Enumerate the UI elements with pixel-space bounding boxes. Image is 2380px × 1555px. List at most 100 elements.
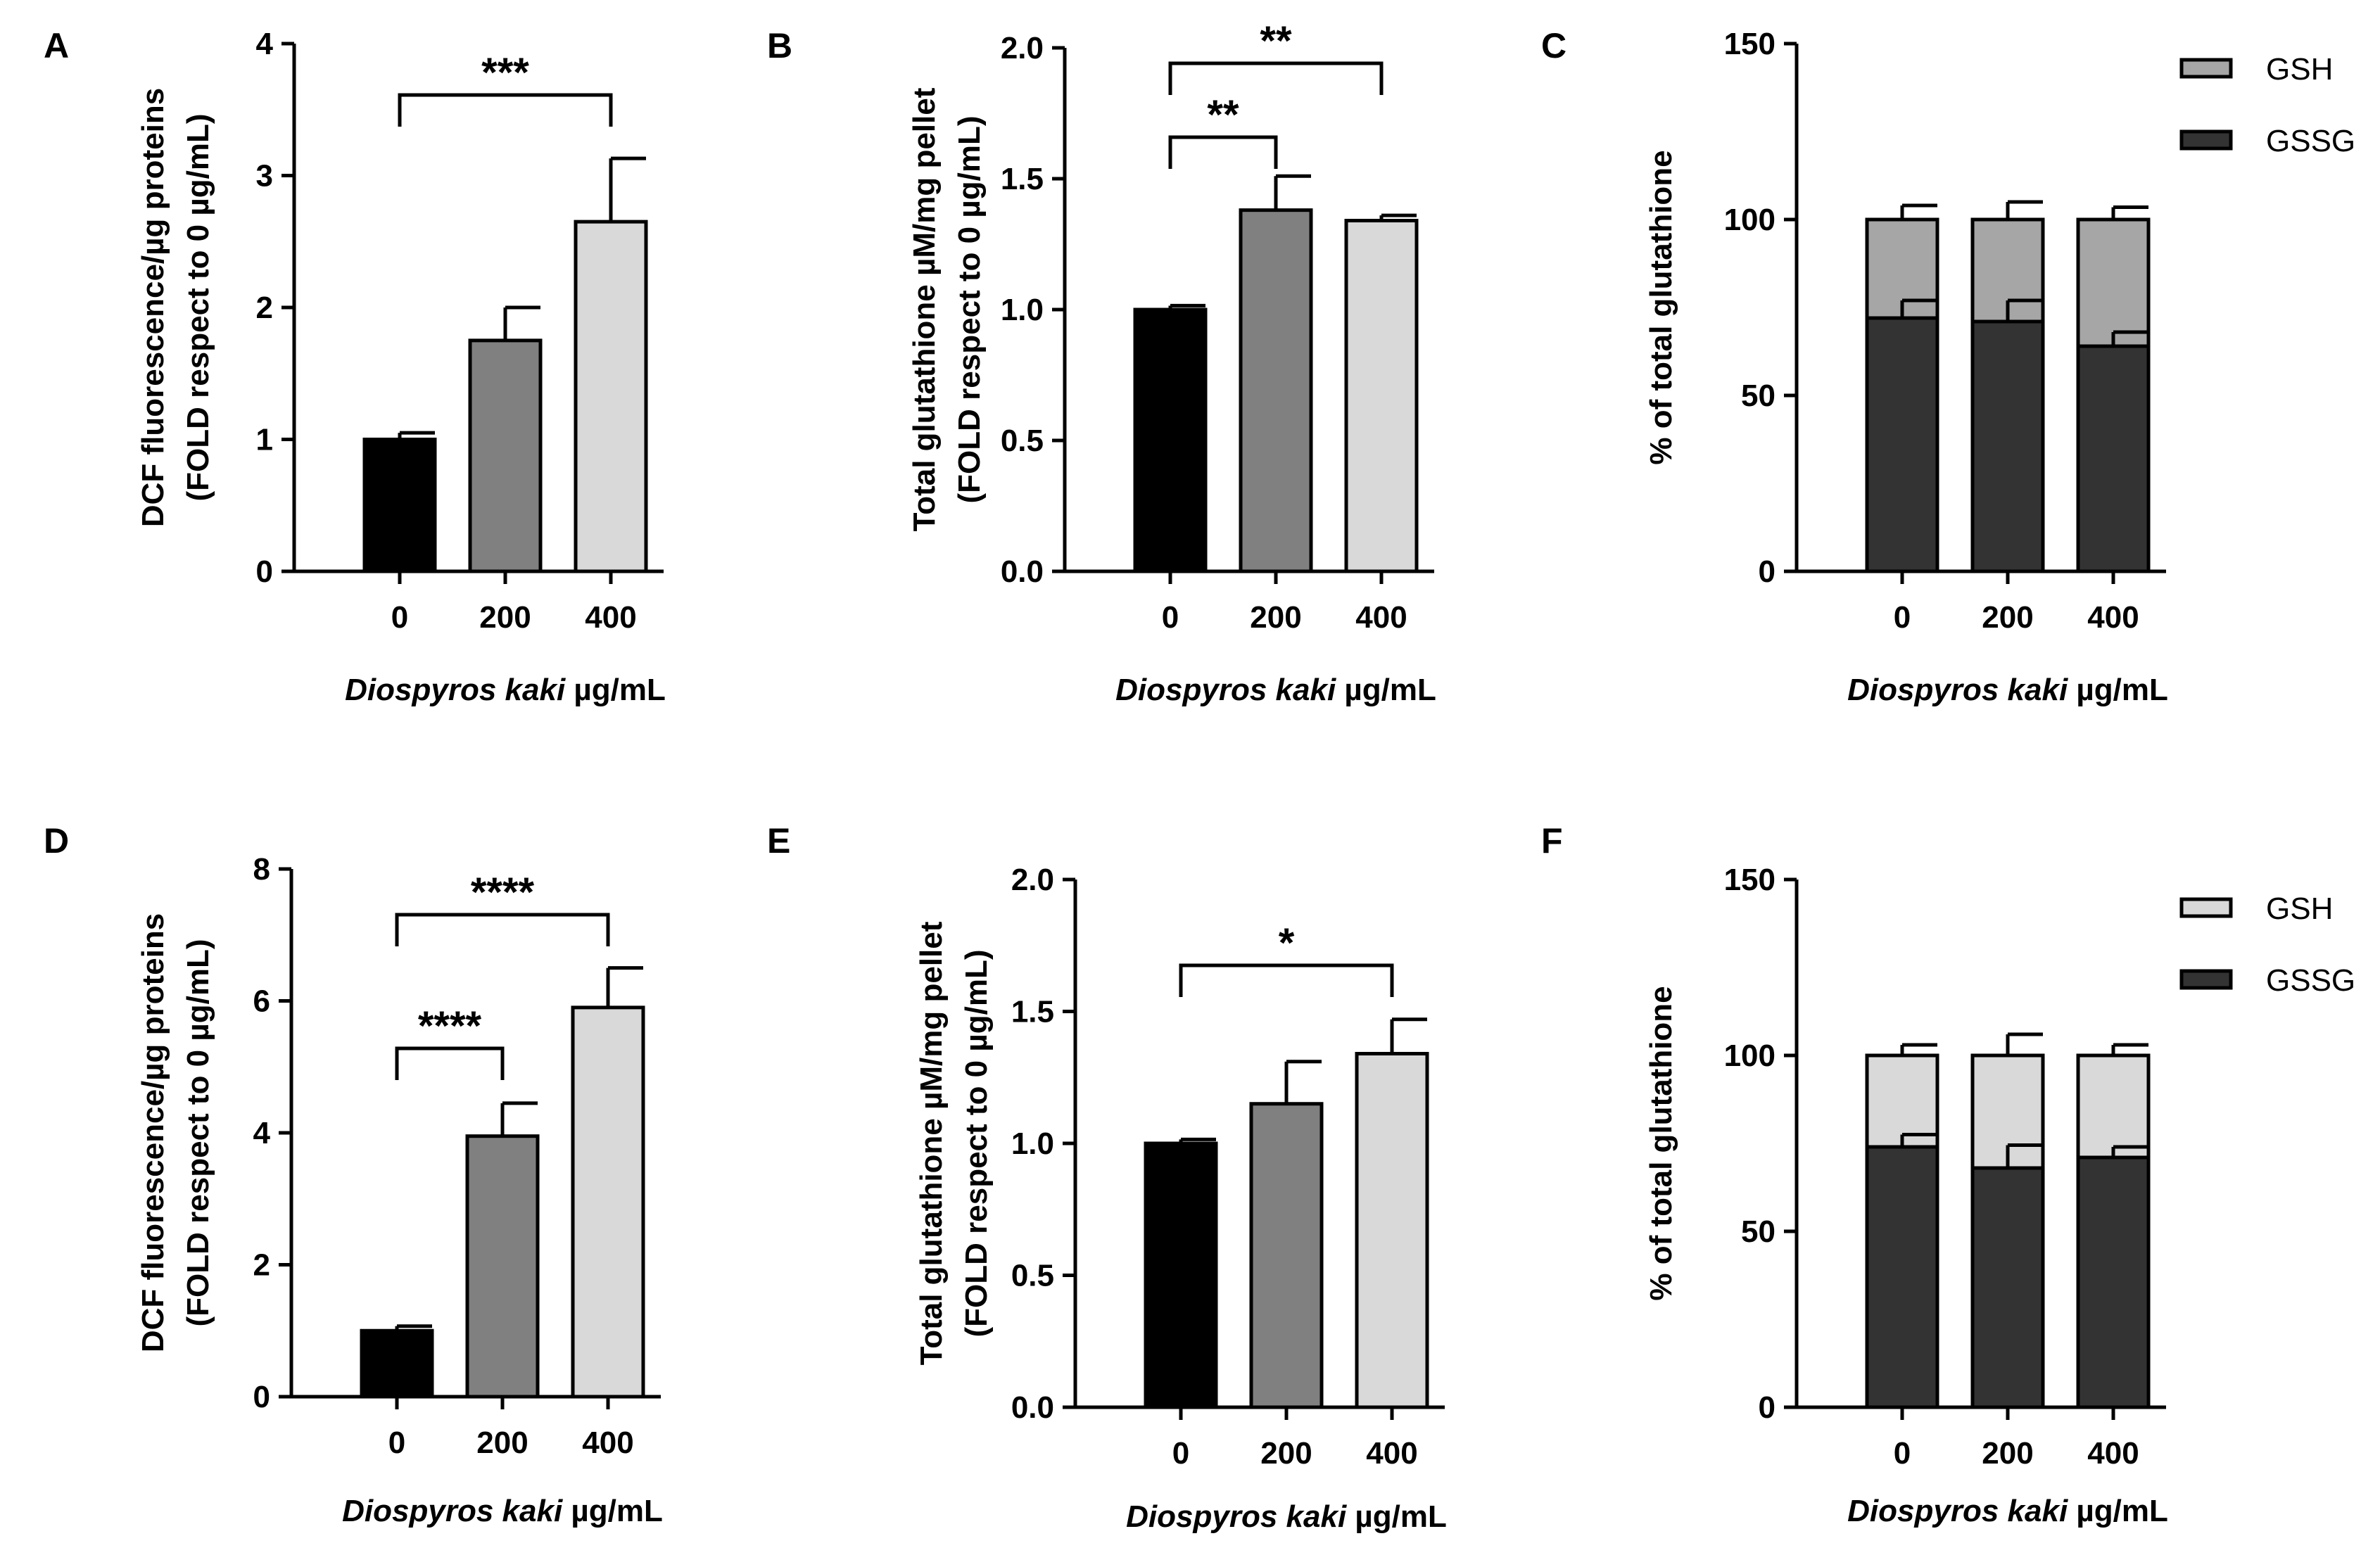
y-tick-label: 3 bbox=[256, 159, 273, 193]
x-axis-label-species: Diospyros kaki bbox=[1115, 673, 1336, 707]
y-axis-label: % of total glutathione bbox=[1644, 150, 1678, 464]
y-tick-label: 1.5 bbox=[1001, 162, 1044, 196]
x-axis-label-unit: µg/mL bbox=[2068, 673, 2168, 707]
y-tick-label: 150 bbox=[1724, 863, 1775, 897]
x-axis-label-unit: µg/mL bbox=[565, 673, 666, 707]
panel-letter: A bbox=[44, 26, 69, 65]
x-tick-label: 200 bbox=[1982, 600, 2033, 635]
bar bbox=[1239, 208, 1313, 573]
y-tick-label: 0 bbox=[253, 1380, 270, 1414]
x-tick-label: 0 bbox=[1894, 600, 1911, 635]
x-axis-label: Diospyros kaki µg/mL bbox=[1847, 1494, 2168, 1528]
significance-bracket bbox=[395, 1046, 505, 1080]
bar bbox=[1144, 1141, 1218, 1409]
x-axis-label-species: Diospyros kaki bbox=[345, 673, 566, 707]
y-tick-label: 0.5 bbox=[1011, 1259, 1054, 1293]
y-tick-label: 4 bbox=[256, 27, 274, 61]
bar-gssg bbox=[1865, 1145, 1939, 1409]
y-tick-label: 2.0 bbox=[1001, 31, 1044, 65]
y-tick-label: 50 bbox=[1741, 1214, 1775, 1249]
x-tick-label: 400 bbox=[585, 600, 636, 635]
y-axis-label: DCF fluorescence/µg proteins bbox=[136, 913, 170, 1352]
bar bbox=[362, 438, 437, 573]
x-tick-label: 200 bbox=[1982, 1436, 2033, 1471]
x-tick-label: 0 bbox=[391, 600, 408, 635]
y-tick-label: 100 bbox=[1724, 203, 1775, 237]
x-tick-label: 400 bbox=[1355, 600, 1407, 635]
bar-gssg bbox=[1865, 316, 1939, 573]
y-tick-label: 2 bbox=[256, 291, 273, 325]
x-tick-label: 0 bbox=[388, 1426, 405, 1460]
bar-gssg bbox=[1970, 319, 2045, 573]
x-axis-label: Diospyros kaki µg/mL bbox=[342, 1494, 663, 1528]
x-axis-label: Diospyros kaki µg/mL bbox=[345, 673, 666, 707]
significance-bracket bbox=[398, 93, 613, 127]
legend-label: GSSG bbox=[2266, 124, 2355, 158]
panel-letter: F bbox=[1541, 821, 1563, 861]
bar bbox=[1355, 1052, 1429, 1409]
x-axis-label-unit: µg/mL bbox=[1336, 673, 1436, 707]
legend-label: GSSG bbox=[2266, 963, 2355, 998]
y-axis-label: (FOLD respect to 0 µg/mL) bbox=[181, 114, 215, 502]
significance-bracket bbox=[1168, 135, 1278, 169]
y-tick-label: 0 bbox=[1759, 1390, 1775, 1425]
bar bbox=[465, 1134, 540, 1399]
y-tick-label: 50 bbox=[1741, 379, 1775, 413]
y-tick-label: 6 bbox=[253, 984, 270, 1019]
y-tick-label: 0.0 bbox=[1001, 554, 1044, 589]
y-tick-label: 0 bbox=[256, 554, 273, 589]
y-tick-label: 0 bbox=[1759, 554, 1775, 589]
y-tick-label: 1.0 bbox=[1001, 293, 1044, 327]
y-tick-label: 100 bbox=[1724, 1039, 1775, 1073]
significance-label: **** bbox=[418, 1003, 482, 1049]
legend-swatch bbox=[2179, 897, 2233, 918]
significance-label: * bbox=[1279, 920, 1295, 966]
y-tick-label: 1.5 bbox=[1011, 995, 1054, 1029]
y-tick-label: 1.0 bbox=[1011, 1126, 1054, 1161]
bar bbox=[571, 1005, 645, 1399]
x-tick-label: 400 bbox=[2087, 600, 2139, 635]
y-axis-label: Total glutathione µM/mg pellet bbox=[914, 921, 949, 1365]
legend-label: GSH bbox=[2266, 52, 2333, 87]
y-tick-label: 0.5 bbox=[1001, 424, 1044, 458]
y-tick-label: 0.0 bbox=[1011, 1390, 1054, 1425]
x-axis-label-unit: µg/mL bbox=[2068, 1494, 2168, 1528]
x-tick-label: 200 bbox=[476, 1426, 528, 1460]
y-axis-label: DCF fluorescence/µg proteins bbox=[136, 88, 170, 527]
x-tick-label: 0 bbox=[1172, 1436, 1189, 1471]
y-tick-label: 2.0 bbox=[1011, 863, 1054, 897]
x-axis-label: Diospyros kaki µg/mL bbox=[1126, 1499, 1447, 1534]
legend-label: GSH bbox=[2266, 891, 2333, 926]
panel-d: D 0 2 4 6 8 0 200 400 **** **** DCF fluorescence/µg… bbox=[44, 821, 663, 1528]
significance-label: ** bbox=[1207, 92, 1239, 138]
x-axis-label-unit: µg/mL bbox=[562, 1494, 663, 1528]
bar-gsh bbox=[2076, 1053, 2151, 1160]
x-tick-label: 0 bbox=[1894, 1436, 1911, 1471]
significance-label: **** bbox=[471, 870, 535, 915]
panel-letter: B bbox=[767, 26, 792, 65]
y-tick-label: 2 bbox=[253, 1248, 270, 1283]
y-tick-label: 4 bbox=[253, 1116, 271, 1150]
significance-bracket bbox=[1168, 61, 1384, 95]
y-tick-label: 8 bbox=[253, 852, 270, 887]
x-axis-label-species: Diospyros kaki bbox=[1126, 1499, 1347, 1534]
x-axis-label: Diospyros kaki µg/mL bbox=[1115, 673, 1436, 707]
panel-c: C 0 50 100 150 0 200 400 GSH GSSG % of total gluta… bbox=[1541, 26, 2355, 707]
y-axis-label: (FOLD respect to 0 µg/mL) bbox=[181, 939, 215, 1327]
y-tick-label: 1 bbox=[256, 423, 273, 457]
panel-e: E 0.0 0.5 1.0 1.5 2.0 0 200 400 * Total glutathion… bbox=[767, 821, 1447, 1534]
significance-label: *** bbox=[481, 50, 529, 96]
y-axis-label: % of total glutathione bbox=[1644, 986, 1678, 1300]
panel-letter: D bbox=[44, 821, 69, 861]
x-axis-label: Diospyros kaki µg/mL bbox=[1847, 673, 2168, 707]
panel-letter: C bbox=[1541, 26, 1566, 65]
x-tick-label: 200 bbox=[1260, 1436, 1312, 1471]
bar bbox=[1133, 307, 1208, 573]
panel-b: B 0.0 0.5 1.0 1.5 2.0 0 200 400 ** ** Total glutath… bbox=[767, 18, 1436, 707]
x-tick-label: 200 bbox=[479, 600, 531, 635]
y-tick-label: 150 bbox=[1724, 27, 1775, 61]
y-axis-label: (FOLD respect to 0 µg/mL) bbox=[959, 950, 994, 1338]
panel-a: A 0 1 2 3 4 0 200 400 *** DCF fluorescence/µg prot… bbox=[44, 26, 666, 707]
x-axis-label-species: Diospyros kaki bbox=[1847, 1494, 2068, 1528]
